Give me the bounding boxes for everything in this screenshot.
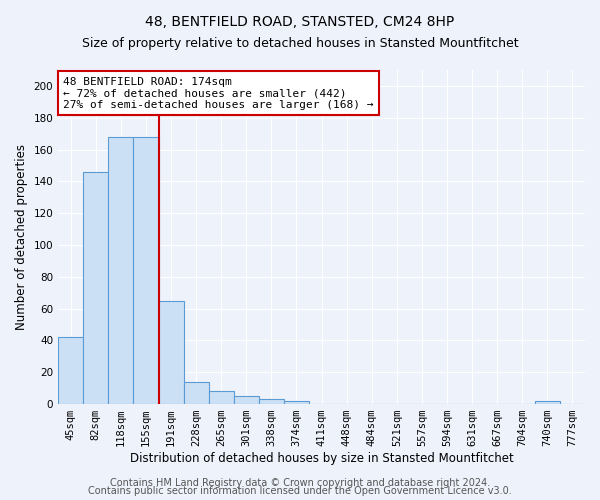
Text: 48, BENTFIELD ROAD, STANSTED, CM24 8HP: 48, BENTFIELD ROAD, STANSTED, CM24 8HP (145, 15, 455, 29)
Y-axis label: Number of detached properties: Number of detached properties (15, 144, 28, 330)
Text: Contains HM Land Registry data © Crown copyright and database right 2024.: Contains HM Land Registry data © Crown c… (110, 478, 490, 488)
Text: 48 BENTFIELD ROAD: 174sqm
← 72% of detached houses are smaller (442)
27% of semi: 48 BENTFIELD ROAD: 174sqm ← 72% of detac… (64, 76, 374, 110)
Bar (259, 400, 284, 404)
Bar (184, 382, 209, 404)
Text: Contains public sector information licensed under the Open Government Licence v3: Contains public sector information licen… (88, 486, 512, 496)
Bar (109, 137, 133, 404)
X-axis label: Distribution of detached houses by size in Stansted Mountfitchet: Distribution of detached houses by size … (130, 452, 514, 465)
Bar (209, 392, 234, 404)
Bar (58, 338, 83, 404)
Bar (158, 300, 184, 404)
Bar (535, 401, 560, 404)
Bar (83, 172, 109, 404)
Bar (284, 401, 309, 404)
Text: Size of property relative to detached houses in Stansted Mountfitchet: Size of property relative to detached ho… (82, 38, 518, 51)
Bar (133, 137, 158, 404)
Bar (234, 396, 259, 404)
